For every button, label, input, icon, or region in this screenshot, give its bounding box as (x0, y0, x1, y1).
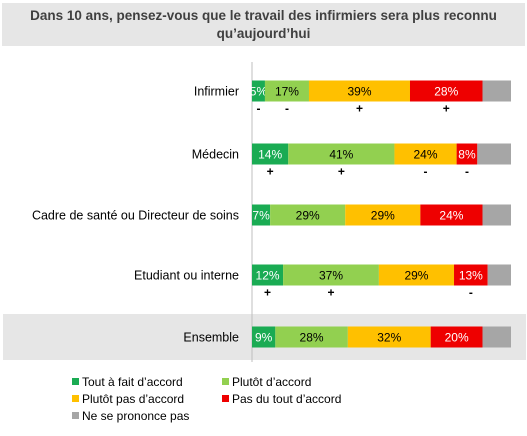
data-label-etudiant-ou-interne-pas-du-tout-d-accord: 13% (459, 269, 483, 283)
significance-mark-etudiant-ou-interne-pas-du-tout-d-accord: - (469, 286, 473, 300)
category-label-infirmier: Infirmier (194, 85, 239, 99)
legend-item-pas-du-tout: Pas du tout d’accord (222, 391, 341, 407)
legend-label-ne-se-prononce-pas: Ne se prononce pas (82, 409, 190, 423)
data-label-infirmier-plutot-d-accord: 17% (275, 85, 299, 99)
bar-medecin-ne-se-prononce-pas (477, 143, 511, 165)
category-label-cadre-de-sante-ou-directeur-de-soins: Cadre de santé ou Directeur de soins (32, 209, 239, 223)
legend-item-plutot-pas: Plutôt pas d’accord (72, 391, 184, 407)
bar-etudiant-ou-interne-plutot-pas-d-accord (378, 264, 455, 286)
legend-item-ne-se-prononce-pas: Ne se prononce pas (72, 408, 189, 424)
bar-medecin-pas-du-tout-d-accord (456, 143, 478, 165)
legend-swatch-pas-du-tout (222, 395, 229, 402)
data-label-infirmier-plutot-pas-d-accord: 39% (347, 85, 371, 99)
chart-title: Dans 10 ans, pensez-vous que le travail … (30, 8, 497, 41)
data-label-medecin-pas-du-tout-d-accord: 8% (458, 148, 476, 162)
legend-swatch-plutot-pas (72, 395, 79, 402)
legend-label-plutot-pas: Plutôt pas d’accord (82, 392, 185, 406)
significance-mark-infirmier-pas-du-tout-d-accord: + (443, 102, 450, 116)
legend-label-pas-du-tout: Pas du tout d’accord (232, 392, 342, 406)
category-label-etudiant-ou-interne: Etudiant ou interne (134, 269, 239, 283)
bar-cadre-de-sante-ou-directeur-de-soins-plutot-pas-d-accord (345, 204, 421, 226)
significance-mark-etudiant-ou-interne-plutot-d-accord: + (327, 286, 334, 300)
category-label-medecin: Médecin (192, 148, 239, 162)
significance-mark-medecin-plutot-pas-d-accord: - (424, 165, 428, 179)
bar-etudiant-ou-interne-pas-du-tout-d-accord (454, 264, 488, 286)
data-label-ensemble-plutot-d-accord: 28% (300, 331, 324, 345)
data-label-cadre-de-sante-ou-directeur-de-soins-plutot-pas-d-accord: 29% (371, 209, 395, 223)
significance-mark-etudiant-ou-interne-tout-a-fait-d-accord: + (264, 286, 271, 300)
data-label-ensemble-pas-du-tout-d-accord: 20% (445, 331, 469, 345)
data-label-cadre-de-sante-ou-directeur-de-soins-plutot-d-accord: 29% (296, 209, 320, 223)
bar-infirmier-plutot-d-accord (264, 80, 309, 102)
data-label-medecin-plutot-pas-d-accord: 24% (414, 148, 438, 162)
bar-cadre-de-sante-ou-directeur-de-soins-pas-du-tout-d-accord (420, 204, 483, 226)
bar-ensemble-tout-a-fait-d-accord (252, 326, 276, 348)
legend-item-plutot-d-accord: Plutôt d’accord (222, 374, 311, 390)
data-label-infirmier-pas-du-tout-d-accord: 28% (434, 85, 458, 99)
significance-mark-medecin-plutot-d-accord: + (338, 165, 345, 179)
legend-label-tout-a-fait: Tout à fait d’accord (82, 375, 183, 389)
category-label-ensemble: Ensemble (183, 331, 239, 345)
bar-infirmier-tout-a-fait-d-accord (252, 80, 265, 102)
bar-infirmier-ne-se-prononce-pas (482, 80, 511, 102)
bar-ensemble-pas-du-tout-d-accord (430, 326, 483, 348)
chart-title-box: Dans 10 ans, pensez-vous que le travail … (2, 3, 525, 46)
significance-mark-infirmier-plutot-pas-d-accord: + (356, 102, 363, 116)
bar-etudiant-ou-interne-tout-a-fait-d-accord (252, 264, 284, 286)
bar-cadre-de-sante-ou-directeur-de-soins-ne-se-prononce-pas (482, 204, 511, 226)
significance-mark-medecin-tout-a-fait-d-accord: + (267, 165, 274, 179)
legend-label-plutot-d-accord: Plutôt d’accord (232, 375, 312, 389)
data-label-ensemble-plutot-pas-d-accord: 32% (377, 331, 401, 345)
bar-ensemble-ne-se-prononce-pas (482, 326, 511, 348)
bar-ensemble-plutot-pas-d-accord (347, 326, 431, 348)
bar-etudiant-ou-interne-ne-se-prononce-pas (487, 264, 511, 286)
bar-infirmier-pas-du-tout-d-accord (409, 80, 483, 102)
data-label-infirmier-tout-a-fait-d-accord: 5% (250, 85, 268, 99)
bar-medecin-plutot-pas-d-accord (394, 143, 457, 165)
bar-ensemble-plutot-d-accord (275, 326, 348, 348)
legend-item-tout-a-fait: Tout à fait d’accord (72, 374, 183, 390)
bar-medecin-plutot-d-accord (288, 143, 395, 165)
legend-swatch-plutot-d-accord (222, 378, 229, 385)
bar-etudiant-ou-interne-plutot-d-accord (283, 264, 379, 286)
bar-medecin-tout-a-fait-d-accord (252, 143, 289, 165)
significance-mark-infirmier-tout-a-fait-d-accord: - (256, 102, 260, 116)
data-label-medecin-plutot-d-accord: 41% (329, 148, 353, 162)
significance-mark-medecin-pas-du-tout-d-accord: - (465, 165, 469, 179)
bar-cadre-de-sante-ou-directeur-de-soins-tout-a-fait-d-accord (252, 204, 271, 226)
legend-swatch-ne-se-prononce-pas (72, 412, 79, 419)
data-label-cadre-de-sante-ou-directeur-de-soins-pas-du-tout-d-accord: 24% (439, 209, 463, 223)
data-label-ensemble-tout-a-fait-d-accord: 9% (255, 331, 273, 345)
legend-swatch-tout-a-fait (72, 378, 79, 385)
data-label-medecin-tout-a-fait-d-accord: 14% (258, 148, 282, 162)
bar-infirmier-plutot-pas-d-accord (308, 80, 410, 102)
data-label-etudiant-ou-interne-plutot-pas-d-accord: 29% (404, 269, 428, 283)
significance-mark-infirmier-plutot-d-accord: - (285, 102, 289, 116)
data-label-etudiant-ou-interne-plutot-d-accord: 37% (319, 269, 343, 283)
data-label-cadre-de-sante-ou-directeur-de-soins-tout-a-fait-d-accord: 7% (252, 209, 270, 223)
data-label-etudiant-ou-interne-tout-a-fait-d-accord: 12% (256, 269, 280, 283)
bar-cadre-de-sante-ou-directeur-de-soins-plutot-d-accord (270, 204, 346, 226)
